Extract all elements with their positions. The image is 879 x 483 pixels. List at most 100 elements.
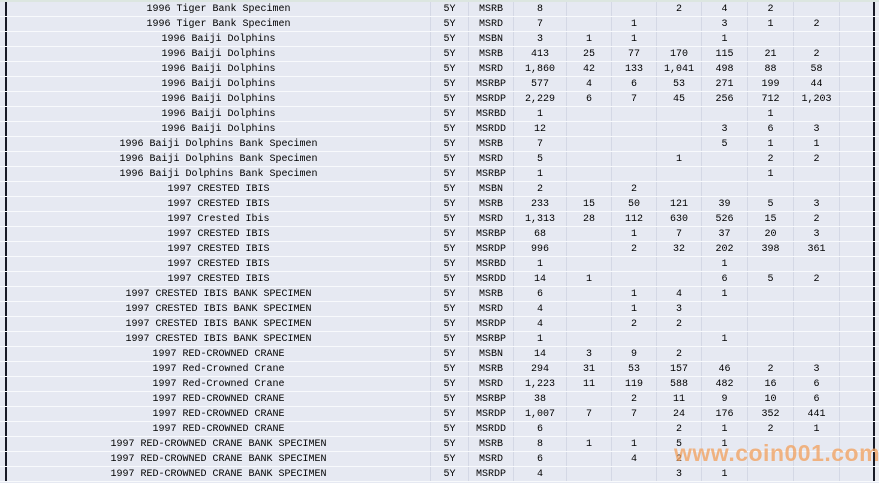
cell-count-total[interactable]: 7 bbox=[514, 17, 567, 31]
cell-count[interactable]: 2 bbox=[612, 317, 657, 331]
cell-count[interactable] bbox=[657, 167, 702, 181]
cell-count[interactable]: 50 bbox=[612, 197, 657, 211]
cell-description[interactable]: 1997 CRESTED IBIS bbox=[7, 272, 431, 286]
cell-count[interactable] bbox=[567, 122, 612, 136]
cell-count[interactable] bbox=[567, 287, 612, 301]
cell-count[interactable]: 1 bbox=[612, 302, 657, 316]
cell-count[interactable]: 7 bbox=[657, 227, 702, 241]
cell-grade[interactable]: MSRDP bbox=[469, 317, 514, 331]
cell-count[interactable]: 498 bbox=[702, 62, 748, 76]
cell-count[interactable] bbox=[657, 137, 702, 151]
cell-count[interactable]: 2 bbox=[794, 47, 840, 61]
cell-description[interactable]: 1997 CRESTED IBIS bbox=[7, 197, 431, 211]
cell-blank[interactable] bbox=[840, 2, 875, 16]
cell-grade[interactable]: MSRDP bbox=[469, 467, 514, 481]
cell-count[interactable] bbox=[612, 167, 657, 181]
cell-grade[interactable]: MSRB bbox=[469, 362, 514, 376]
cell-count-total[interactable]: 1,223 bbox=[514, 377, 567, 391]
cell-count[interactable]: 482 bbox=[702, 377, 748, 391]
cell-count[interactable]: 588 bbox=[657, 377, 702, 391]
cell-count[interactable] bbox=[567, 332, 612, 346]
cell-description[interactable]: 1997 Red-Crowned Crane bbox=[7, 377, 431, 391]
cell-count[interactable]: 5 bbox=[702, 137, 748, 151]
cell-description[interactable]: 1997 RED-CROWNED CRANE bbox=[7, 407, 431, 421]
cell-grade[interactable]: MSRD bbox=[469, 302, 514, 316]
cell-count[interactable]: 398 bbox=[748, 242, 794, 256]
cell-blank[interactable] bbox=[840, 32, 875, 46]
cell-left-margin[interactable] bbox=[0, 272, 7, 286]
cell-description[interactable]: 1997 RED-CROWNED CRANE bbox=[7, 347, 431, 361]
cell-count[interactable]: 3 bbox=[794, 362, 840, 376]
cell-count-total[interactable]: 294 bbox=[514, 362, 567, 376]
cell-count[interactable]: 32 bbox=[657, 242, 702, 256]
cell-description[interactable]: 1996 Baiji Dolphins bbox=[7, 77, 431, 91]
cell-count[interactable] bbox=[748, 287, 794, 301]
cell-term[interactable]: 5Y bbox=[431, 227, 469, 241]
cell-count-total[interactable]: 8 bbox=[514, 2, 567, 16]
cell-count-total[interactable]: 577 bbox=[514, 77, 567, 91]
cell-count[interactable] bbox=[567, 137, 612, 151]
cell-blank[interactable] bbox=[840, 152, 875, 166]
cell-count[interactable]: 3 bbox=[794, 227, 840, 241]
cell-left-margin[interactable] bbox=[0, 122, 7, 136]
cell-term[interactable]: 5Y bbox=[431, 152, 469, 166]
cell-count-total[interactable]: 3 bbox=[514, 32, 567, 46]
cell-count[interactable] bbox=[612, 107, 657, 121]
cell-count[interactable]: 526 bbox=[702, 212, 748, 226]
cell-count[interactable] bbox=[657, 182, 702, 196]
cell-count[interactable] bbox=[657, 332, 702, 346]
cell-term[interactable]: 5Y bbox=[431, 257, 469, 271]
cell-count[interactable] bbox=[567, 167, 612, 181]
cell-count[interactable]: 1 bbox=[748, 107, 794, 121]
cell-term[interactable]: 5Y bbox=[431, 377, 469, 391]
cell-count-total[interactable]: 1,313 bbox=[514, 212, 567, 226]
cell-left-margin[interactable] bbox=[0, 62, 7, 76]
cell-count[interactable]: 1 bbox=[748, 17, 794, 31]
cell-count[interactable]: 53 bbox=[657, 77, 702, 91]
cell-term[interactable]: 5Y bbox=[431, 197, 469, 211]
cell-description[interactable]: 1997 RED-CROWNED CRANE BANK SPECIMEN bbox=[7, 437, 431, 451]
cell-count[interactable]: 1 bbox=[567, 437, 612, 451]
cell-count[interactable]: 2 bbox=[748, 2, 794, 16]
cell-term[interactable]: 5Y bbox=[431, 287, 469, 301]
cell-count[interactable] bbox=[748, 347, 794, 361]
cell-term[interactable]: 5Y bbox=[431, 167, 469, 181]
cell-count[interactable]: 4 bbox=[612, 452, 657, 466]
cell-count[interactable]: 1 bbox=[567, 32, 612, 46]
cell-count[interactable]: 53 bbox=[612, 362, 657, 376]
cell-count-total[interactable]: 4 bbox=[514, 467, 567, 481]
cell-left-margin[interactable] bbox=[0, 77, 7, 91]
cell-description[interactable]: 1997 CRESTED IBIS BANK SPECIMEN bbox=[7, 332, 431, 346]
cell-grade[interactable]: MSRB bbox=[469, 47, 514, 61]
cell-term[interactable]: 5Y bbox=[431, 47, 469, 61]
cell-count-total[interactable]: 1 bbox=[514, 332, 567, 346]
cell-count-total[interactable]: 233 bbox=[514, 197, 567, 211]
cell-count-total[interactable]: 2 bbox=[514, 182, 567, 196]
cell-blank[interactable] bbox=[840, 197, 875, 211]
cell-grade[interactable]: MSRB bbox=[469, 437, 514, 451]
cell-term[interactable]: 5Y bbox=[431, 92, 469, 106]
cell-count[interactable] bbox=[748, 32, 794, 46]
cell-count[interactable]: 11 bbox=[657, 392, 702, 406]
cell-count[interactable]: 352 bbox=[748, 407, 794, 421]
cell-count[interactable]: 2 bbox=[612, 182, 657, 196]
cell-count[interactable] bbox=[567, 257, 612, 271]
cell-count[interactable]: 1 bbox=[748, 137, 794, 151]
cell-description[interactable]: 1997 RED-CROWNED CRANE bbox=[7, 422, 431, 436]
cell-blank[interactable] bbox=[840, 467, 875, 481]
cell-count-total[interactable]: 1 bbox=[514, 257, 567, 271]
cell-count-total[interactable]: 8 bbox=[514, 437, 567, 451]
cell-term[interactable]: 5Y bbox=[431, 242, 469, 256]
cell-count[interactable]: 1 bbox=[657, 152, 702, 166]
cell-count[interactable]: 3 bbox=[702, 17, 748, 31]
cell-count[interactable]: 3 bbox=[657, 467, 702, 481]
cell-count[interactable] bbox=[657, 107, 702, 121]
cell-grade[interactable]: MSRD bbox=[469, 377, 514, 391]
cell-blank[interactable] bbox=[840, 242, 875, 256]
cell-blank[interactable] bbox=[840, 137, 875, 151]
cell-count[interactable]: 1,203 bbox=[794, 92, 840, 106]
cell-count[interactable]: 176 bbox=[702, 407, 748, 421]
cell-blank[interactable] bbox=[840, 287, 875, 301]
cell-count[interactable]: 712 bbox=[748, 92, 794, 106]
cell-count[interactable] bbox=[567, 107, 612, 121]
